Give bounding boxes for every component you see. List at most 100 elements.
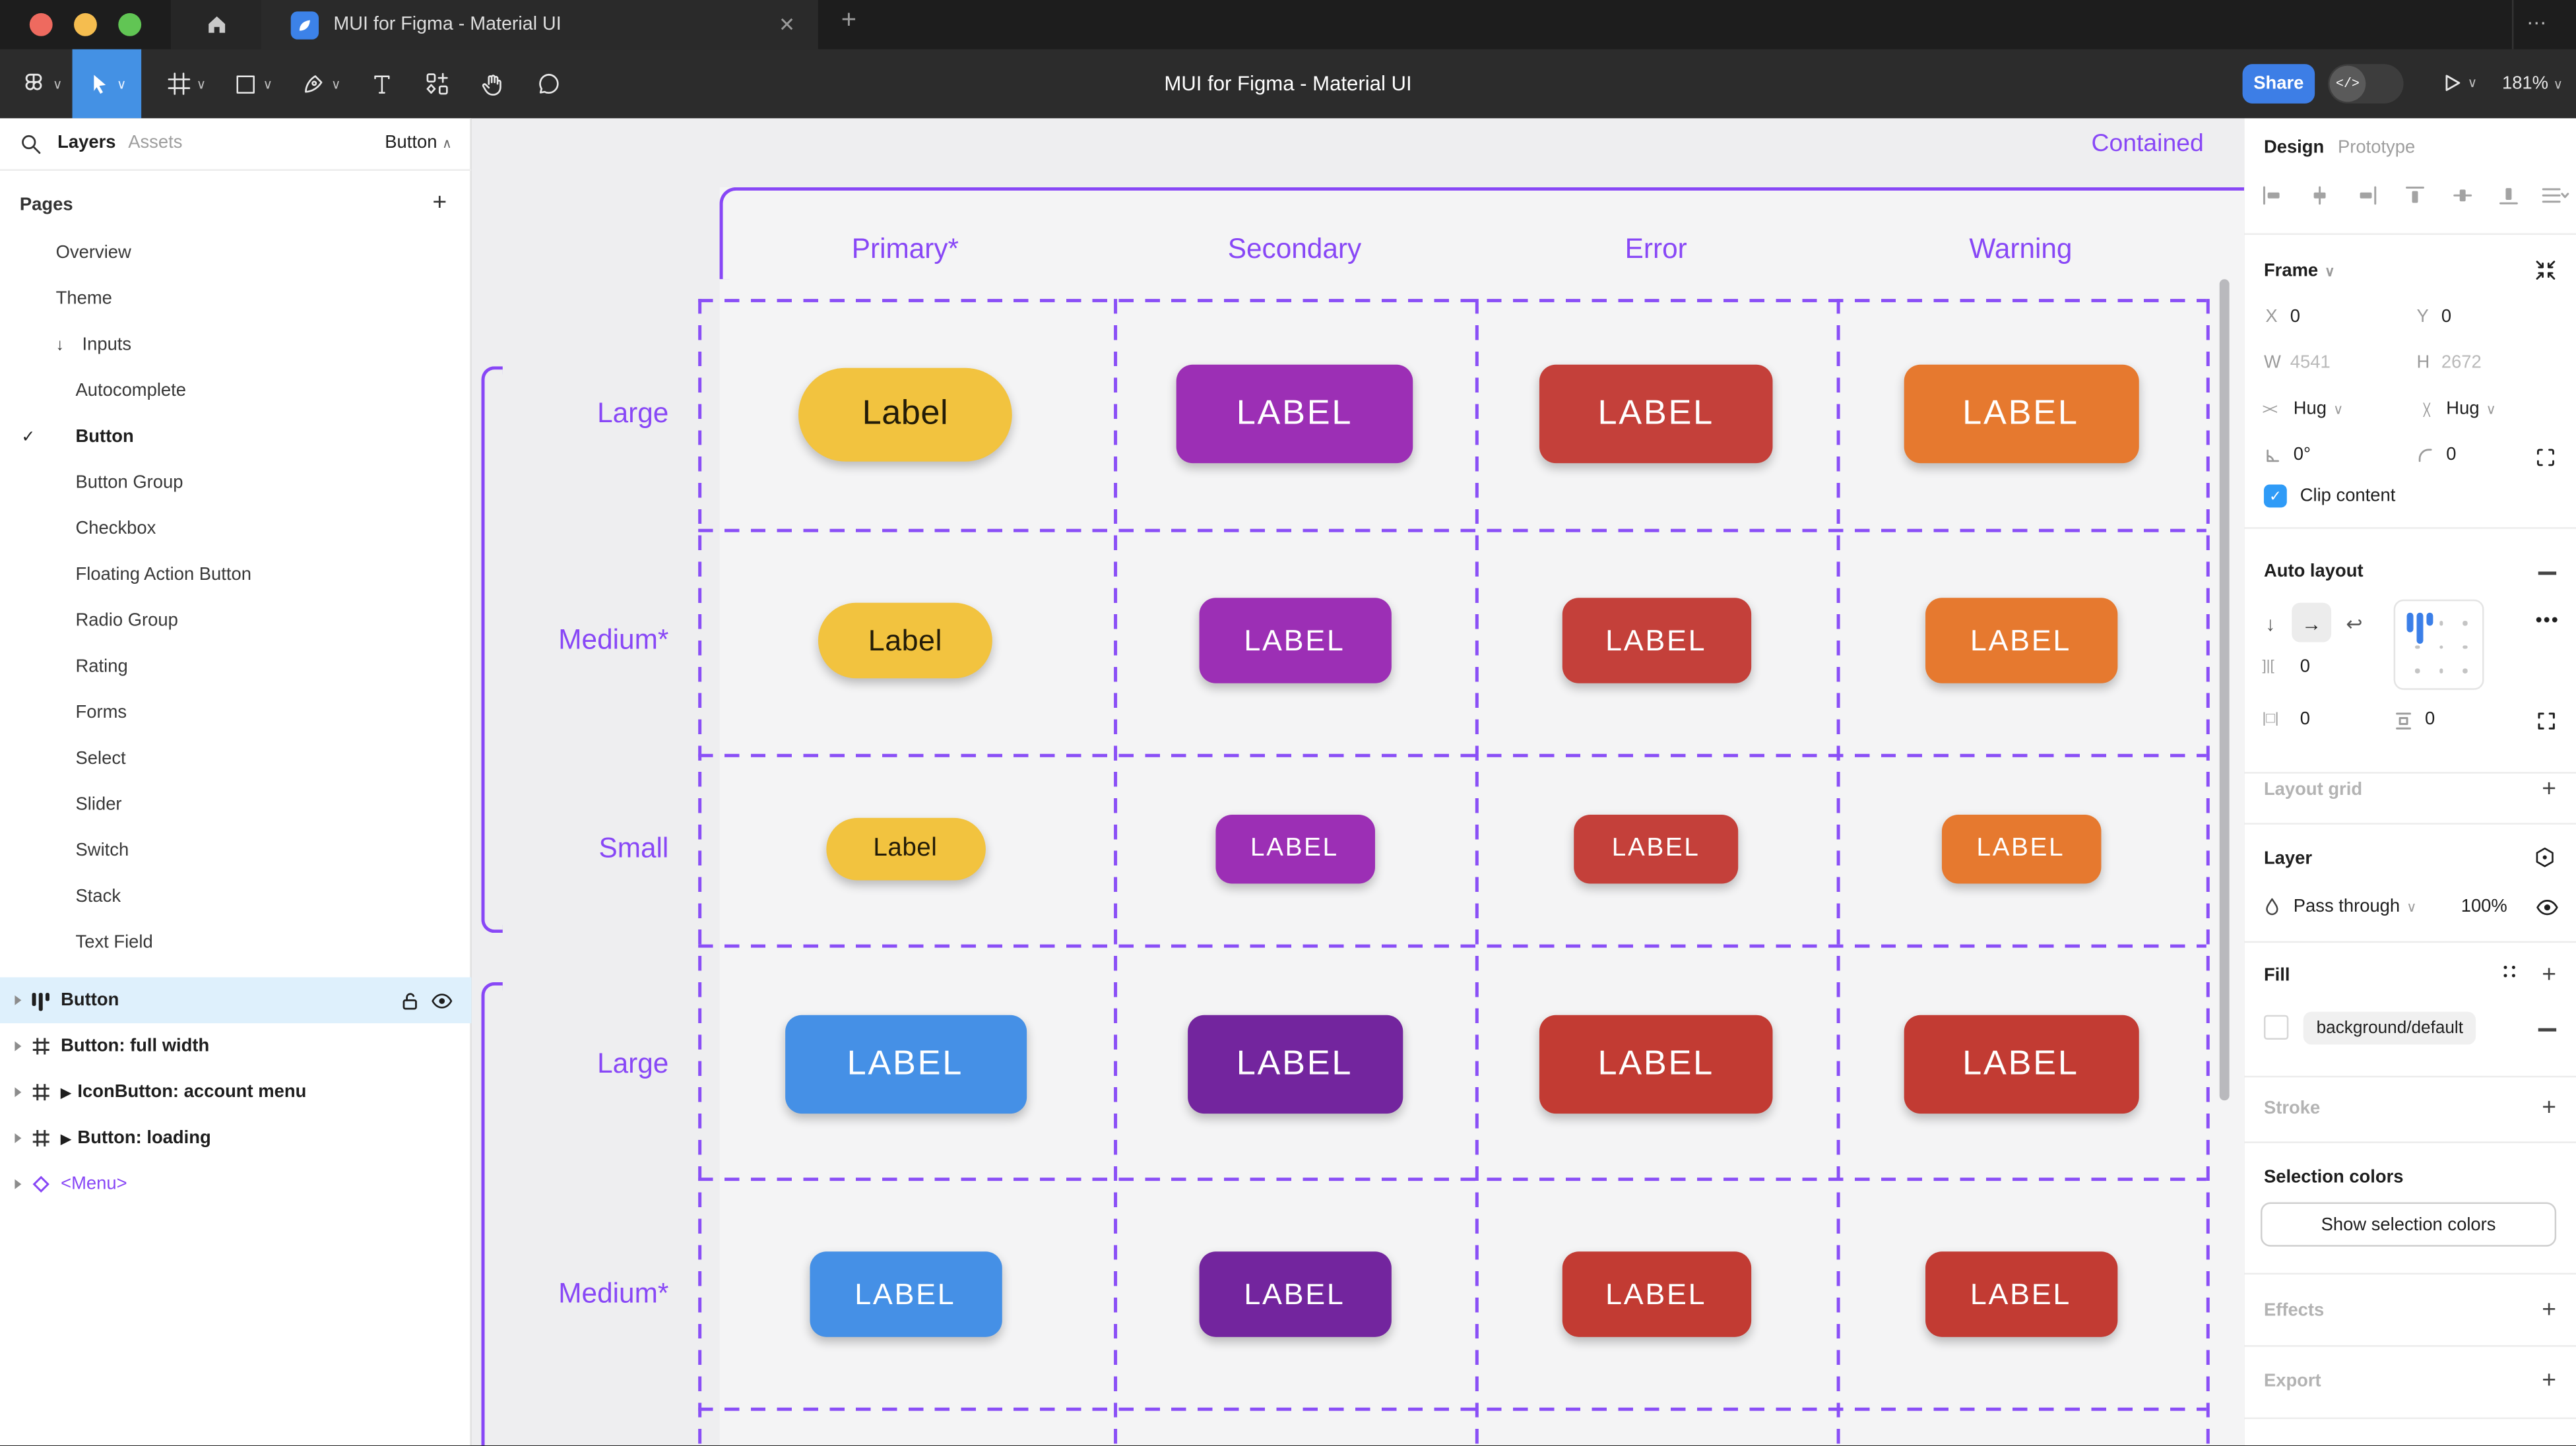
frame-name-label[interactable]: Contained [2091,129,2204,158]
canvas-button-large-0[interactable]: Label [798,367,1012,461]
frame-section-header[interactable]: Frame ∨ [2263,261,2335,281]
pen-tool-button[interactable]: ∨ [292,49,348,119]
add-effect-button[interactable]: + [2542,1296,2557,1324]
sidebar-page-slider[interactable]: Slider [0,782,472,828]
tab-design[interactable]: Design [2263,138,2325,158]
canvas-button-medium-0[interactable]: LABEL [809,1251,1002,1337]
fill-styles-icon[interactable] [2503,966,2517,982]
wrap-icon[interactable]: ↩ [2346,612,2363,636]
hug-vertical-value[interactable]: Hug ∨ [2446,399,2497,419]
canvas-button-large-3[interactable]: LABEL [1903,1015,2139,1114]
canvas-button-small-0[interactable]: Label [825,817,985,881]
canvas-button-medium-1[interactable]: LABEL [1198,1251,1391,1337]
main-menu-button[interactable]: ∨ [13,49,69,119]
sidebar-page-overview[interactable]: Overview [0,230,472,276]
frame-tool-button[interactable]: ∨ [158,49,214,119]
individual-padding-icon[interactable] [2536,711,2556,731]
distribute-icon[interactable] [2540,184,2569,207]
canvas-button-medium-2[interactable]: LABEL [1561,598,1751,683]
canvas-button-small-1[interactable]: LABEL [1215,814,1374,884]
add-page-button[interactable]: + [432,189,447,217]
tab-close-icon[interactable]: ✕ [779,13,796,36]
dev-mode-toggle[interactable]: </> [2328,64,2404,104]
unlock-icon[interactable] [399,990,420,1011]
sidebar-page-select[interactable]: Select [0,736,472,782]
sidebar-page-floating-action-button[interactable]: Floating Action Button [0,552,472,598]
window-close-button[interactable] [29,13,53,36]
independent-corners-icon[interactable] [2535,447,2556,468]
sidebar-page-inputs[interactable]: ↓ Inputs [0,322,472,368]
align-bottom-icon[interactable] [2497,184,2520,207]
sidebar-page-forms[interactable]: Forms [0,690,472,736]
direction-vertical-icon[interactable]: ↓ [2265,612,2276,636]
sidebar-page-theme[interactable]: Theme [0,276,472,322]
canvas-button-large-1[interactable]: LABEL [1176,364,1413,464]
add-fill-button[interactable]: + [2542,960,2557,989]
text-tool-button[interactable] [360,49,402,119]
canvas-button-large-3[interactable]: LABEL [1903,364,2139,464]
tab-prototype[interactable]: Prototype [2337,138,2416,158]
remove-fill-button[interactable] [2538,1028,2557,1031]
rotation-value[interactable]: 0° [2293,445,2311,465]
sidebar-page-autocomplete[interactable]: Autocomplete [0,368,472,414]
expand-chevron-icon[interactable] [15,1133,22,1143]
layer-visibility-eye-icon[interactable] [2535,898,2560,916]
collapse-arrow-icon[interactable]: ↓ [55,336,65,354]
hand-tool-button[interactable] [470,49,516,119]
expand-chevron-icon[interactable] [15,1041,22,1052]
resources-tool-button[interactable] [414,49,460,119]
sidebar-page-checkbox[interactable]: Checkbox [0,506,472,552]
canvas-button-medium-3[interactable]: LABEL [1924,1251,2117,1337]
sidebar-page-rating[interactable]: Rating [0,644,472,690]
canvas-button-large-1[interactable]: LABEL [1186,1015,1403,1114]
canvas-button-medium-1[interactable]: LABEL [1198,598,1391,683]
w-value[interactable]: 4541 [2290,353,2331,373]
comment-tool-button[interactable] [526,49,572,119]
canvas-button-medium-3[interactable]: LABEL [1924,598,2117,683]
sidebar-page-text-field[interactable]: Text Field [0,920,472,966]
align-top-icon[interactable] [2404,184,2427,207]
shape-tool-button[interactable]: ∨ [225,49,281,119]
align-h-center-icon[interactable] [2308,184,2331,207]
y-value[interactable]: 0 [2441,307,2452,327]
tab-assets[interactable]: Assets [128,133,183,153]
remove-auto-layout-button[interactable] [2538,571,2557,575]
expand-chevron-icon[interactable] [15,1087,22,1098]
layer-row--menu-[interactable]: <Menu> [0,1161,472,1207]
blend-mode-value[interactable]: Pass through ∨ [2293,896,2417,917]
window-more-icon[interactable]: ⋯ [2527,11,2550,35]
add-stroke-button[interactable]: + [2542,1094,2557,1122]
vertical-padding-value[interactable]: 0 [2424,709,2435,730]
layer-row-iconbutton-account-menu[interactable]: ▶ IconButton: account menu [0,1069,472,1116]
sidebar-page-button-group[interactable]: Button Group [0,460,472,506]
add-layout-grid-button[interactable]: + [2542,775,2557,803]
expand-chevron-icon[interactable] [15,995,22,1005]
design-canvas[interactable]: Contained Primary* Secondary Error Warning … [471,118,2245,1446]
align-v-center-icon[interactable] [2451,184,2474,207]
align-left-icon[interactable] [2261,184,2284,207]
hug-horizontal-value[interactable]: Hug ∨ [2293,399,2344,419]
present-button[interactable]: ∨ [2441,73,2477,94]
layer-row-button[interactable]: Button [0,977,472,1024]
x-value[interactable]: 0 [2290,307,2301,327]
window-zoom-button[interactable] [118,13,142,36]
eye-icon[interactable] [430,991,453,1009]
blend-mode-icon[interactable] [2533,846,2556,869]
expand-chevron-icon[interactable] [15,1179,22,1189]
tab-layers[interactable]: Layers [57,133,116,153]
sidebar-page-radio-group[interactable]: Radio Group [0,598,472,644]
canvas-button-medium-2[interactable]: LABEL [1561,1251,1751,1337]
canvas-button-small-3[interactable]: LABEL [1941,814,2101,884]
direction-horizontal-selected[interactable] [2292,602,2332,643]
move-tool-button[interactable]: ∨ [72,49,142,119]
auto-layout-more-icon[interactable]: ••• [2535,611,2560,631]
clip-content-checkbox[interactable]: ✓ [2263,484,2287,508]
canvas-button-large-2[interactable]: LABEL [1539,1015,1773,1114]
canvas-scrollbar[interactable] [2219,279,2230,1101]
window-minimize-button[interactable] [74,13,97,36]
add-export-button[interactable]: + [2542,1366,2557,1395]
page-selector-dropdown[interactable]: Button ∧ [385,133,452,153]
layer-row-button-loading[interactable]: ▶ Button: loading [0,1116,472,1162]
alignment-widget[interactable] [2393,599,2484,690]
new-tab-button[interactable]: + [841,6,857,35]
